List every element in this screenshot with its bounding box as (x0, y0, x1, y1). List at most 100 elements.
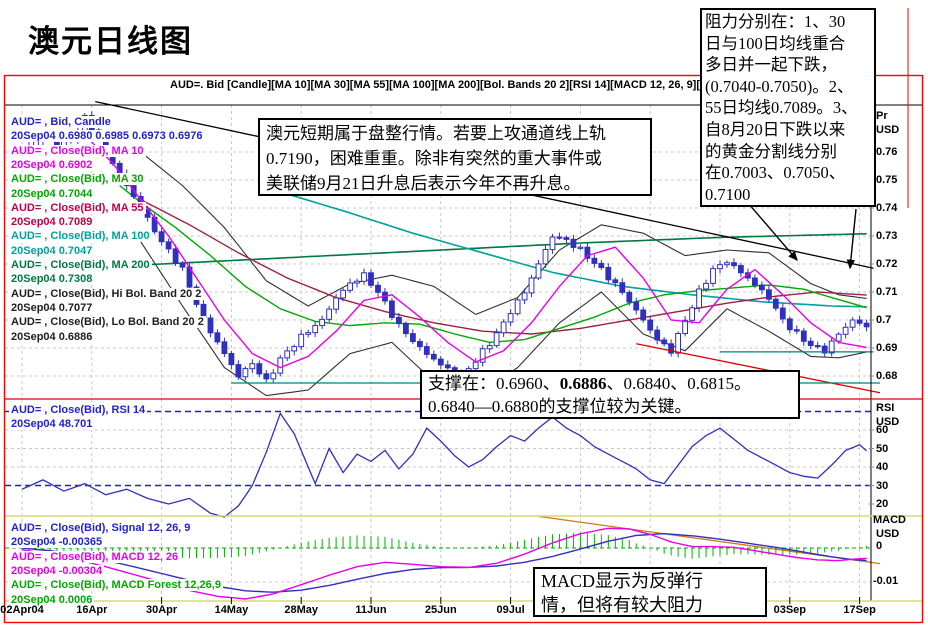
candle (389, 300, 395, 318)
y-axis-label: 0.73 (876, 230, 898, 242)
y-axis-label: 0.75 (876, 174, 898, 186)
candle (584, 246, 591, 259)
y-axis-label: 0.69 (876, 342, 898, 354)
candle (731, 262, 737, 267)
candle (549, 236, 556, 251)
x-axis-label: 28May (284, 604, 319, 616)
candle (842, 326, 849, 335)
legend-value: 20Sep04 0.7044 (9, 187, 95, 200)
candle (333, 297, 340, 310)
candle (158, 231, 165, 243)
resistance-note-line-8: 在0.7003、0.7050、 (705, 163, 846, 183)
candle (640, 309, 647, 321)
x-axis-label: 25Jun (424, 604, 457, 616)
candle (849, 319, 856, 328)
candle (759, 284, 765, 291)
candle (172, 248, 179, 264)
outlook-note-line-1: 澳元短期属于盘整行情。若要上攻通道线上轨 (266, 124, 606, 143)
y-axis-label: 0.7 (876, 314, 892, 326)
candle (766, 289, 772, 300)
candle (793, 329, 800, 332)
y-axis-label: RSI (876, 402, 895, 414)
legend-label: AUD= , Close(Bid), MA 30 (9, 173, 146, 186)
legend-label: AUD= , Close(Bid), MACD 12, 26 (9, 550, 181, 563)
y-axis-label: 20 (876, 498, 889, 510)
candle (521, 292, 528, 301)
candle (570, 238, 577, 248)
candle (661, 339, 668, 345)
candle (514, 299, 521, 315)
candle (319, 318, 326, 327)
legend-label: AUD= , Close(Bid), MA 200 (9, 259, 152, 271)
candle (444, 364, 451, 369)
y-axis-label: 0.68 (876, 370, 898, 382)
legend-label: AUD= , Bid, Candle (9, 116, 113, 128)
ma30-line (119, 185, 867, 344)
candle (396, 316, 402, 324)
candle (326, 308, 333, 320)
candle (605, 267, 612, 281)
legend-value: 20Sep04 0.6886 (9, 330, 95, 343)
y-axis-label: 40 (876, 461, 889, 473)
candle (207, 317, 214, 334)
candle (703, 282, 709, 290)
candle (556, 236, 563, 239)
candle (500, 321, 507, 334)
macd-annotation-box: MACD显示为反弹行 情，但将有较大阻力 (533, 567, 767, 617)
candle (249, 363, 256, 370)
y-axis-label: MACD (873, 514, 906, 526)
candle (493, 332, 500, 347)
candle (235, 364, 242, 378)
x-axis-label: 16Apr (76, 604, 108, 616)
y-axis-label: 0 (876, 540, 883, 552)
candle (675, 333, 682, 354)
candle (486, 345, 493, 350)
y-axis-label: 60 (876, 424, 889, 436)
legend-label: AUD= , Close(Bid), MA 10 (9, 144, 146, 157)
candle (305, 332, 312, 335)
candle (724, 262, 730, 266)
legend-label: AUD= , Close(Bid), MACD Forest 12,26,9 (9, 579, 223, 592)
candle (417, 341, 423, 348)
legend-label: AUD= , Close(Bid), Lo Bol. Band 20 2 (9, 316, 206, 329)
macd-signal-line (21, 532, 867, 593)
candle (437, 358, 444, 366)
legend-value: 20Sep04 0.7089 (9, 216, 95, 229)
candle (347, 282, 354, 291)
candle (563, 237, 570, 240)
resistance-note-line-7: 的黄金分割线分别 (705, 141, 837, 161)
legend-label: AUD= , Close(Bid), RSI 14 (9, 404, 148, 416)
y-axis-label: USD (876, 528, 900, 540)
candle (856, 319, 863, 324)
macd-note-line-1: MACD显示为反弹行 (541, 571, 704, 591)
resistance-note-line-9: 0.7100 (705, 184, 751, 204)
candle (242, 368, 249, 378)
candle (312, 325, 319, 334)
outlook-note-line-3: 美联储9月21日升息后表示今年不再升息。 (266, 174, 581, 193)
ma55-line (140, 198, 867, 335)
resistance-annotation-box: 阻力分别在：1、30 日与100日均线重合 多日并一起下跌， (0.7040-0.70… (700, 8, 876, 207)
rsi-line (21, 411, 868, 518)
legend-label: AUD= , Close(Bid), Signal 12, 26, 9 (9, 522, 193, 534)
legend-value: 20Sep04 0.6980 0.6985 0.6973 0.6976 (9, 130, 205, 143)
outlook-annotation-box: 澳元短期属于盘整行情。若要上攻通道线上轨 0.7190，困难重重。除非有突然的重大… (258, 118, 652, 196)
candle (752, 277, 758, 286)
x-axis-label: 02Apr04 (0, 604, 44, 616)
legend-value: 20Sep04 0.7047 (9, 244, 95, 257)
candle (633, 301, 640, 311)
candle (863, 322, 870, 328)
candle (682, 319, 689, 334)
candle (291, 346, 298, 352)
candle (689, 307, 696, 321)
x-axis-label: 30Apr (146, 604, 178, 616)
y-axis-label: USD (876, 124, 900, 136)
chart-frame (3, 74, 924, 624)
candle (786, 318, 793, 331)
legend-value: 20Sep04 0.7077 (9, 301, 95, 314)
candle (298, 333, 305, 348)
candle (821, 345, 828, 354)
ma10-line (56, 134, 867, 369)
ma100-line (286, 193, 867, 308)
x-axis-label: 09Jul (496, 604, 525, 616)
